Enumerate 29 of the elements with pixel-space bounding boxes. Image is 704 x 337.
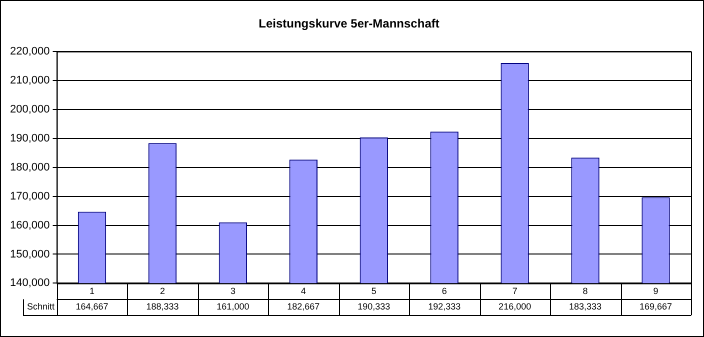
x-tick-label: 1 (89, 286, 95, 296)
y-tick-label: 160,000 (10, 219, 50, 232)
x-tick-label: 8 (582, 286, 588, 296)
data-label: 188,333 (146, 302, 179, 312)
x-tick-label: 7 (512, 286, 518, 296)
y-tick-label: 210,000 (10, 74, 50, 86)
y-tick-label: 220,000 (10, 45, 50, 58)
x-tick-label: 3 (230, 286, 236, 296)
x-tick-label: 5 (371, 286, 376, 296)
y-tick-label: 180,000 (10, 161, 50, 174)
data-label: 161,000 (216, 302, 250, 312)
x-tick-label: 9 (653, 286, 658, 296)
data-label: 216,000 (498, 302, 532, 312)
y-tick-label: 170,000 (10, 190, 50, 202)
data-label: 182,667 (287, 302, 320, 312)
y-tick-label: 190,000 (10, 132, 50, 144)
data-label: 183,333 (569, 302, 602, 312)
data-label: 192,333 (428, 302, 461, 312)
y-tick-label: 150,000 (10, 248, 50, 260)
y-tick-label: 200,000 (10, 103, 50, 116)
y-tick-label: 140,000 (10, 277, 50, 290)
chart-title: Leistungskurve 5er-Mannschaft (258, 16, 440, 31)
data-label: 164,667 (76, 302, 108, 312)
data-label: 190,333 (358, 302, 390, 312)
x-tick-label: 4 (300, 286, 306, 296)
data-label: 169,667 (639, 302, 672, 312)
text: Schnitt (27, 302, 56, 312)
x-tick-label: 6 (442, 286, 447, 296)
x-tick-label: 2 (160, 286, 165, 296)
